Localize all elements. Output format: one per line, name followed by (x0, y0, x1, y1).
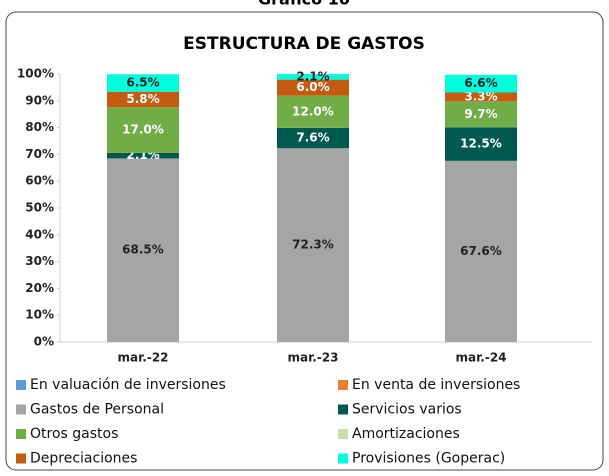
data-label: 17.0% (122, 123, 164, 137)
bar-segment (277, 127, 349, 149)
bar-segment (445, 74, 517, 93)
legend-swatch (16, 453, 26, 464)
y-tick-label: 10% (25, 308, 54, 322)
data-label: 12.0% (292, 104, 334, 118)
bar-segment (107, 152, 179, 159)
heading: Gráfico 10 (258, 0, 350, 9)
bar-segment (107, 158, 179, 342)
legend-label: Depreciaciones (30, 451, 137, 467)
legend-label: Otros gastos (30, 426, 118, 442)
x-tick-label: mar.-24 (455, 351, 506, 365)
x-tick-label: mar.-22 (117, 351, 168, 365)
legend-swatch (338, 380, 348, 390)
legend-label: En venta de inversiones (352, 377, 520, 393)
data-label: 9.7% (464, 107, 497, 121)
chart-title: ESTRUCTURA DE GASTOS (183, 34, 425, 54)
legend-swatch (16, 429, 26, 439)
data-label: 6.0% (296, 80, 329, 94)
legend-swatch (338, 429, 348, 439)
bar-segment (277, 74, 349, 80)
bar-segment (277, 148, 349, 342)
y-tick-label: 0% (34, 335, 54, 349)
data-label: 12.5% (460, 137, 502, 151)
y-tick-label: 90% (25, 93, 54, 107)
y-tick-label: 40% (25, 227, 54, 241)
bar-segment (445, 127, 517, 161)
data-label: 67.6% (460, 244, 502, 258)
legend-label: En valuación de inversiones (30, 377, 226, 393)
y-tick-label: 20% (25, 281, 54, 295)
data-label: 5.8% (126, 92, 159, 106)
data-label: 7.6% (296, 131, 329, 145)
legend-label: Provisiones (Goperac) (352, 451, 505, 467)
legend-swatch (16, 404, 26, 415)
bar-segment (107, 91, 179, 108)
bar-segment (277, 79, 349, 96)
bar-segment (445, 160, 517, 342)
bar-segment (445, 92, 517, 102)
y-tick-label: 70% (25, 147, 54, 161)
data-label: 3.3% (464, 89, 497, 103)
bar-segment (445, 101, 517, 128)
legend-label: Gastos de Personal (30, 402, 164, 418)
y-tick-label: 30% (25, 254, 54, 268)
data-label: 72.3% (292, 238, 334, 252)
legend-swatch (338, 404, 348, 415)
bar-segment (107, 74, 179, 92)
legend-label: Servicios varios (352, 402, 462, 418)
legend-swatch (16, 380, 26, 390)
y-tick-label: 60% (25, 174, 54, 188)
legend-label: Amortizaciones (352, 426, 460, 442)
y-tick-label: 50% (25, 201, 54, 215)
x-tick-label: mar.-23 (287, 351, 338, 365)
data-label: 6.5% (126, 75, 159, 89)
y-tick-label: 80% (25, 120, 54, 134)
data-label: 68.5% (122, 243, 164, 257)
y-tick-label: 100% (17, 67, 54, 81)
data-label: 2.1% (296, 69, 329, 83)
bar-segment (107, 107, 179, 153)
data-label: 6.6% (464, 76, 497, 90)
legend-swatch (338, 453, 348, 464)
bar-segment (277, 95, 349, 128)
